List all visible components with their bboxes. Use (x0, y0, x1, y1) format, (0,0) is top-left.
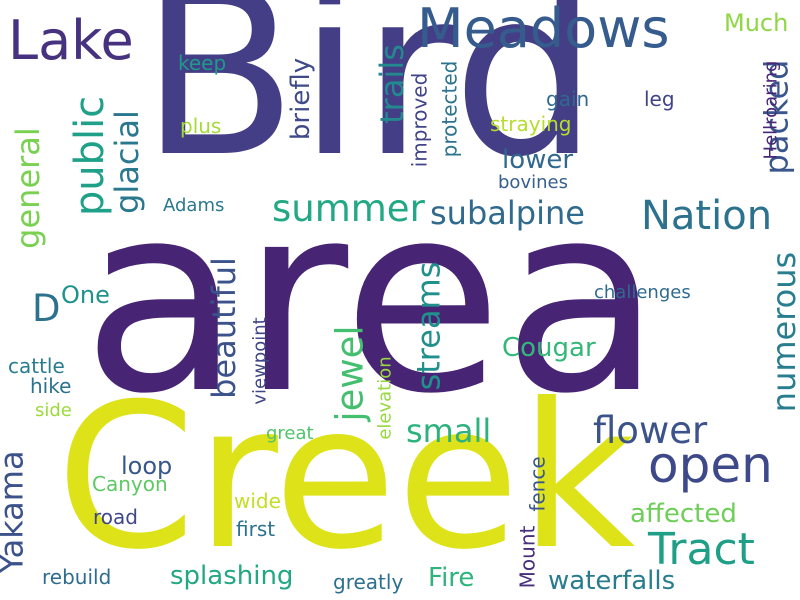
word-one: One (61, 281, 110, 309)
word-bird: Bird (140, 0, 599, 208)
word-briefly: briefly (286, 57, 317, 141)
word-subalpine: subalpine (430, 194, 585, 232)
word-much: Much (724, 9, 789, 37)
word-fence: fence (525, 456, 550, 512)
word-lower: lower (502, 145, 574, 175)
word-viewpoint: viewpoint (249, 317, 271, 405)
word-improved: improved (407, 72, 432, 168)
word-protected: protected (437, 60, 462, 158)
word-jewel: jewel (328, 325, 372, 422)
word-greatly: greatly (333, 570, 404, 594)
word-leg: leg (644, 87, 675, 111)
word-general: general (8, 127, 47, 249)
word-splashing: splashing (170, 561, 294, 591)
word-yakama: Yakama (0, 450, 31, 574)
word-first: first (236, 517, 276, 541)
word-nation: Nation (641, 193, 773, 239)
word-summer: summer (272, 187, 425, 230)
word-trails: trails (372, 44, 411, 124)
word-creek: Creek (56, 361, 636, 594)
word-cougar: Cougar (502, 333, 596, 363)
word-side: side (35, 400, 72, 421)
word-beautiful: beautiful (204, 257, 243, 399)
word-small: small (406, 412, 492, 450)
word-great: great (266, 423, 314, 444)
word-d: D (32, 287, 61, 330)
word-cattle: cattle (8, 354, 65, 378)
word-bovines: bovines (498, 172, 568, 193)
word-flower: flower (593, 409, 708, 452)
word-elevation: elevation (374, 356, 396, 440)
word-straying: straying (490, 112, 572, 136)
word-hike: hike (30, 374, 72, 398)
word-plus: plus (180, 114, 222, 138)
word-canyon: Canyon (92, 472, 168, 496)
word-tract: Tract (648, 524, 755, 575)
word-open: open (648, 436, 773, 494)
word-numerous: numerous (765, 251, 800, 413)
word-waterfalls: waterfalls (548, 566, 676, 596)
word-lake: Lake (8, 9, 134, 72)
word-rebuild: rebuild (42, 565, 112, 589)
word-area: area (82, 149, 662, 451)
word-gain: gain (546, 87, 590, 111)
word-loop: loop (121, 452, 173, 480)
word-glacial: glacial (107, 110, 146, 214)
word-public: public (67, 95, 114, 217)
word-fire: Fire (428, 563, 475, 593)
word-road: road (93, 505, 138, 529)
word-challenges: challenges (594, 282, 691, 303)
word-mount: Mount (515, 525, 540, 589)
word-hellroaring: Hellroaring (760, 60, 782, 160)
word-adams: Adams (163, 195, 225, 216)
word-meadows: Meadows (417, 0, 670, 60)
word-keep: keep (178, 51, 227, 75)
word-wide: wide (234, 489, 281, 513)
word-affected: affected (630, 499, 737, 529)
word-streams: streams (409, 261, 448, 391)
